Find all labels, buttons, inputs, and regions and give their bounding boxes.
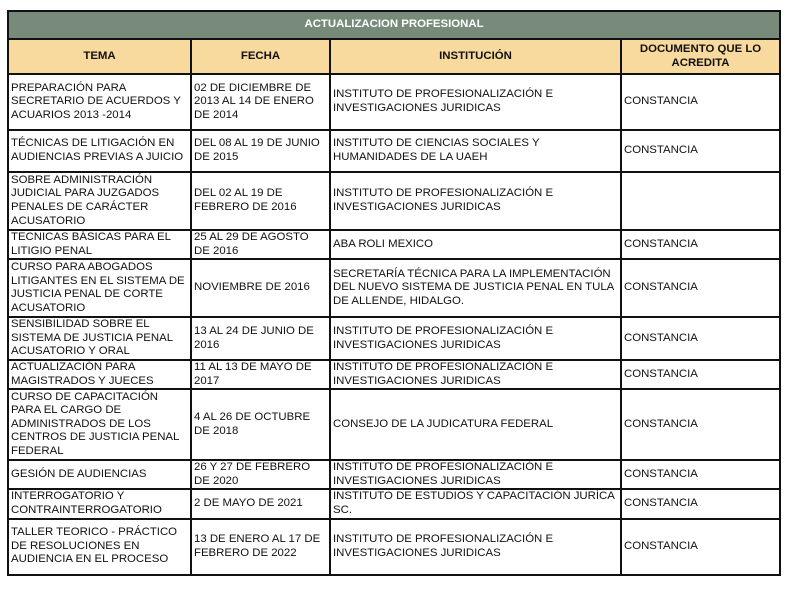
- cell-fecha: 02 DE DICIEMBRE DE 2013 AL 14 DE ENERO D…: [190, 73, 331, 131]
- cell-documento: CONSTANCIA: [619, 129, 782, 173]
- cell-fecha: DEL 08 AL 19 DE JUNIO DE 2015: [190, 129, 331, 173]
- header-fecha: FECHA: [190, 38, 331, 75]
- cell-tema: TECNICAS BÁSICAS PARA EL LITIGIO PENAL: [7, 228, 192, 261]
- cell-institucion: INSTITUTO DE PROFESIONALIZACIÓN E INVEST…: [329, 358, 622, 391]
- cell-tema: ACTUALIZACIÓN PARA MAGISTRADOS Y JUECES: [7, 358, 192, 391]
- table-row: SOBRE ADMINISTRACIÓN JUDICIAL PARA JUZGA…: [7, 171, 782, 231]
- cell-institucion: INSTITUTO DE PROFESIONALIZACIÓN E INVEST…: [329, 171, 622, 231]
- cell-institucion: INSTITUTO DE CIENCIAS SOCIALES Y HUMANID…: [329, 129, 622, 173]
- cell-documento: CONSTANCIA: [619, 228, 782, 261]
- cell-documento: CONSTANCIA: [619, 388, 782, 462]
- cell-documento: [619, 171, 782, 231]
- cell-fecha: 11 AL 13 DE MAYO DE 2017: [190, 358, 331, 391]
- cell-institucion: INSTITUTO DE PROFESIONALIZACIÓN E INVEST…: [329, 459, 622, 491]
- cell-institucion: INSTITUTO DE PROFESIONALIZACIÓN E INVEST…: [329, 316, 622, 361]
- table-row: TECNICAS BÁSICAS PARA EL LITIGIO PENAL 25…: [7, 228, 782, 261]
- cell-documento: CONSTANCIA: [619, 316, 782, 361]
- cell-tema: TALLER TEORICO - PRÁCTICO DE RESOLUCIONE…: [7, 517, 192, 576]
- cell-fecha: 26 Y 27 DE FEBRERO DE 2020: [190, 459, 331, 491]
- cell-institucion: INSTITUTO DE PROFESIONALIZACIÓN E INVEST…: [329, 517, 622, 576]
- table-row: TÉCNICAS DE LITIGACIÓN EN AUDIENCIAS PRE…: [7, 129, 782, 173]
- header-documento: DOCUMENTO QUE LO ACREDITA: [619, 38, 782, 75]
- cell-fecha: 13 DE ENERO AL 17 DE FEBRERO DE 2022: [190, 517, 331, 576]
- cell-tema: CURSO DE CAPACITACIÓN PARA EL CARGO DE A…: [7, 388, 192, 462]
- cell-documento: CONSTANCIA: [619, 459, 782, 491]
- table-row: CURSO PARA ABOGADOS LITIGANTES EN EL SIS…: [7, 258, 782, 319]
- cell-tema: SENSIBILIDAD SOBRE EL SISTEMA DE JUSTICI…: [7, 316, 192, 361]
- cell-tema: CURSO PARA ABOGADOS LITIGANTES EN EL SIS…: [7, 258, 192, 319]
- table-row: INTERROGATORIO Y CONTRAINTERROGATORIO 2 D…: [7, 488, 782, 520]
- cell-documento: CONSTANCIA: [619, 488, 782, 520]
- cell-institucion: ABA ROLI MEXICO: [329, 228, 622, 261]
- cell-tema: GESIÓN DE AUDIENCIAS: [7, 459, 192, 491]
- cell-documento: CONSTANCIA: [619, 258, 782, 319]
- cell-fecha: 13 AL 24 DE JUNIO DE 2016: [190, 316, 331, 361]
- table-title: ACTUALIZACION PROFESIONAL: [6, 10, 782, 40]
- cell-tema: INTERROGATORIO Y CONTRAINTERROGATORIO: [7, 488, 192, 520]
- cell-institucion: CONSEJO DE LA JUDICATURA FEDERAL: [329, 388, 622, 462]
- header-tema: TEMA: [7, 38, 192, 75]
- cell-institucion: INSTITUTO DE PROFESIONALIZACIÓN E INVEST…: [329, 73, 622, 131]
- cell-fecha: 2 DE MAYO DE 2021: [190, 488, 331, 520]
- cell-fecha: NOVIEMBRE DE 2016: [190, 258, 331, 319]
- professional-updates-table: ACTUALIZACION PROFESIONAL TEMA FECHA INS…: [6, 10, 782, 576]
- cell-fecha: 25 AL 29 DE AGOSTO DE 2016: [190, 228, 331, 261]
- table-row: ACTUALIZACIÓN PARA MAGISTRADOS Y JUECES 1…: [7, 358, 782, 391]
- cell-tema: SOBRE ADMINISTRACIÓN JUDICIAL PARA JUZGA…: [7, 171, 192, 231]
- table-row: CURSO DE CAPACITACIÓN PARA EL CARGO DE A…: [7, 388, 782, 462]
- cell-fecha: 4 AL 26 DE OCTUBRE DE 2018: [190, 388, 331, 462]
- table-row: SENSIBILIDAD SOBRE EL SISTEMA DE JUSTICI…: [7, 316, 782, 361]
- header-institucion: INSTITUCIÓN: [329, 38, 622, 75]
- cell-institucion: INSTITUTO DE ESTUDIOS Y CAPACITACIÓN JUR…: [329, 488, 622, 520]
- cell-documento: CONSTANCIA: [619, 73, 782, 131]
- table-row: PREPARACIÓN PARA SECRETARIO DE ACUERDOS …: [7, 73, 782, 131]
- cell-tema: PREPARACIÓN PARA SECRETARIO DE ACUERDOS …: [7, 73, 192, 131]
- cell-fecha: DEL 02 AL 19 DE FEBRERO DE 2016: [190, 171, 331, 231]
- table-row: TALLER TEORICO - PRÁCTICO DE RESOLUCIONE…: [7, 517, 782, 576]
- cell-documento: CONSTANCIA: [619, 517, 782, 576]
- cell-tema: TÉCNICAS DE LITIGACIÓN EN AUDIENCIAS PRE…: [7, 129, 192, 173]
- table-row: GESIÓN DE AUDIENCIAS 26 Y 27 DE FEBRERO D…: [7, 459, 782, 491]
- cell-institucion: SECRETARÍA TÉCNICA PARA LA IMPLEMENTACIÓ…: [329, 258, 622, 319]
- cell-documento: CONSTANCIA: [619, 358, 782, 391]
